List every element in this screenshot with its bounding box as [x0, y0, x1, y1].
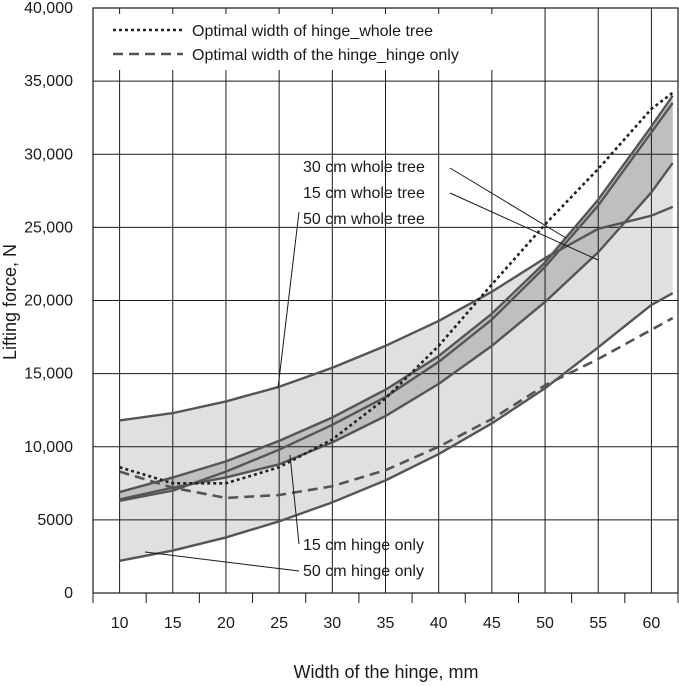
- x-tick-label: 10: [111, 615, 129, 632]
- x-tick-label: 60: [643, 615, 661, 632]
- x-tick-label: 35: [377, 615, 395, 632]
- leader-50-cm-hinge-only: [144, 551, 300, 572]
- y-axis-title: Lifting force, N: [0, 244, 20, 360]
- plot-frame: [92, 7, 679, 594]
- leader-30-cm-whole-tree: [449, 167, 567, 239]
- legend-label-optimal-width-of-hinge-whole-tree: Optimal width of hinge_whole tree: [192, 23, 433, 40]
- series-50-cm-whole-tree: [119, 257, 546, 422]
- y-tick-label: 20,000: [24, 293, 73, 310]
- y-tick-label: 30,000: [24, 146, 73, 163]
- legend-box: [104, 14, 504, 70]
- leader-50-cm-whole-tree: [277, 211, 300, 389]
- series-optimal-width-of-the-hinge-hinge-only: [119, 316, 674, 500]
- annotation-15-cm-hinge-only: 15 cm hinge only: [303, 537, 424, 554]
- shaded-bands: [119, 95, 673, 561]
- x-tick-label: 55: [589, 615, 607, 632]
- y-tick-label: 25,000: [24, 219, 73, 236]
- series-lines: [119, 91, 674, 563]
- y-tick-label: 15,000: [24, 366, 73, 383]
- y-tick-label: 40,000: [24, 0, 73, 17]
- x-tick-label: 30: [323, 615, 341, 632]
- x-axis-title: Width of the hinge, mm: [293, 662, 478, 682]
- annotations: 30 cm whole tree 15 cm whole tree 50 cm wh…: [144, 159, 599, 580]
- x-tick-label: 20: [217, 615, 235, 632]
- legend-label-optimal-width-of-the-hinge-hinge-only: Optimal width of the hinge_hinge only: [192, 47, 459, 64]
- annotation-30-cm-whole-tree: 30 cm whole tree: [303, 159, 425, 176]
- leader-15-cm-whole-tree: [449, 192, 599, 261]
- series-50-cm-hinge-only: [119, 292, 674, 563]
- y-tick-label: 10,000: [24, 439, 73, 456]
- x-tick-label: 25: [270, 615, 288, 632]
- leader-15-cm-hinge-only: [289, 454, 300, 545]
- series-15-cm-hinge-only: [119, 162, 674, 501]
- y-tick-label: 35,000: [24, 73, 73, 90]
- x-tick-label: 40: [430, 615, 448, 632]
- annotation-50-cm-whole-tree: 50 cm whole tree: [303, 211, 425, 228]
- series-30-cm-whole-tree: [119, 95, 674, 494]
- x-tick-label: 45: [483, 615, 501, 632]
- x-tick-label: 50: [536, 615, 554, 632]
- y-tick-label: 5000: [37, 512, 73, 529]
- legend: Optimal width of hinge_whole tree Optimal…: [104, 14, 504, 70]
- x-tick-label: 15: [164, 615, 182, 632]
- annotation-15-cm-whole-tree: 15 cm whole tree: [303, 185, 425, 202]
- y-tick-label: 0: [64, 585, 73, 602]
- annotation-50-cm-hinge-only: 50 cm hinge only: [303, 563, 424, 580]
- series-15-cm-whole-tree: [119, 102, 674, 503]
- tick-labels: 10 15 20 25 30 35 40 45 50 55 60 0 5000 10,000 15,000 2…: [24, 0, 660, 632]
- band-0: [119, 95, 673, 561]
- series-50-cm-whole-tree-tail: [544, 205, 674, 260]
- grid-lines: [92, 7, 679, 603]
